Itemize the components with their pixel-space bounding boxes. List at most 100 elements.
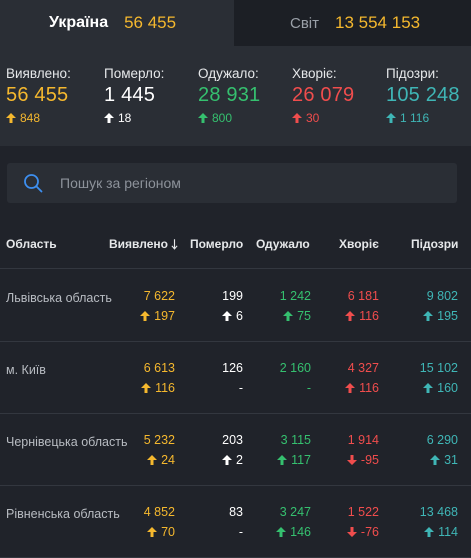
divider — [0, 485, 471, 486]
deaths-delta-value: 6 — [236, 309, 243, 323]
arrow-up-icon — [277, 455, 288, 465]
sick-delta: -76 — [346, 525, 379, 539]
recovered-delta-value: - — [306, 381, 311, 395]
divider — [0, 413, 471, 414]
tab-ukraine[interactable]: Україна 56 455 — [0, 0, 234, 46]
stat-sick-delta-value: 30 — [306, 111, 320, 125]
deaths-delta: - — [239, 525, 243, 539]
arrow-up-icon — [424, 527, 435, 537]
sick-delta-value: 116 — [359, 381, 379, 395]
arrow-up-icon — [283, 311, 294, 321]
table-row[interactable]: Львівська область 7 622 197 199 6 1 242 75 6 18… — [0, 269, 471, 341]
stat-recovered: Одужало: 28 931 800 — [198, 66, 260, 125]
suspected-delta: 195 — [423, 309, 458, 323]
recovered-delta-value: 75 — [297, 309, 311, 323]
recovered-value: 1 242 — [279, 289, 311, 303]
arrow-up-icon — [140, 311, 151, 321]
stat-suspected-delta-value: 1 116 — [400, 111, 430, 125]
header-recovered[interactable]: Одужало — [256, 237, 310, 251]
recovered-delta: 146 — [276, 525, 311, 539]
sick-value: 6 181 — [347, 289, 379, 303]
country-tabs: Україна 56 455 Світ 13 554 153 — [0, 0, 471, 46]
deaths-delta: 2 — [222, 453, 243, 467]
suspected-delta-value: 114 — [438, 525, 458, 539]
region-name: Рівненська область — [6, 507, 120, 521]
deaths-value: 83 — [229, 505, 243, 519]
table-row[interactable]: Чернівецька область 5 232 24 203 2 3 115 117 1 … — [0, 413, 471, 485]
stat-sick-delta: 30 — [292, 111, 354, 125]
header-confirmed[interactable]: Виявлено — [109, 237, 178, 251]
tab-world-count: 13 554 153 — [335, 13, 421, 32]
arrow-up-icon — [292, 113, 302, 123]
divider — [0, 341, 471, 342]
arrow-up-icon — [222, 311, 233, 321]
arrow-up-icon — [276, 527, 287, 537]
suspected-value: 6 290 — [426, 433, 458, 447]
stat-deaths-delta-value: 18 — [118, 111, 132, 125]
search-icon[interactable] — [23, 173, 43, 193]
confirmed-value: 5 232 — [143, 433, 175, 447]
table-row[interactable]: м. Київ 6 613 116 126 - 2 160 - 4 327 116 15 102 1… — [0, 341, 471, 413]
arrow-up-icon — [222, 455, 233, 465]
suspected-delta-value: 31 — [444, 453, 458, 467]
stat-suspected-delta: 1 116 — [386, 111, 460, 125]
header-sick[interactable]: Хворіє — [339, 237, 379, 251]
sick-delta-value: 116 — [359, 309, 379, 323]
stat-sick-label: Хворіє: — [292, 66, 337, 81]
deaths-delta: 6 — [222, 309, 243, 323]
arrow-up-icon — [430, 455, 441, 465]
header-region[interactable]: Область — [6, 237, 57, 251]
stat-sick-value: 26 079 — [292, 84, 355, 106]
tab-ukraine-count: 56 455 — [124, 13, 177, 32]
stat-sick: Хворіє: 26 079 30 — [292, 66, 354, 125]
stat-recovered-value: 28 931 — [198, 84, 261, 106]
recovered-delta-value: 146 — [290, 525, 311, 539]
stat-suspected-value: 105 248 — [386, 84, 460, 106]
stat-suspected-label: Підозри: — [386, 66, 439, 81]
deaths-delta-value: - — [238, 525, 243, 539]
arrow-up-icon — [147, 527, 158, 537]
region-name: Чернівецька область — [6, 435, 128, 449]
deaths-delta-value: - — [238, 381, 243, 395]
recovered-delta: 75 — [283, 309, 311, 323]
arrow-down-icon — [171, 238, 178, 250]
tab-world[interactable]: Світ 13 554 153 — [234, 0, 471, 46]
stat-deaths: Померло: 1 445 18 — [104, 66, 164, 125]
confirmed-delta: 197 — [140, 309, 175, 323]
arrow-up-icon — [345, 311, 356, 321]
deaths-value: 203 — [222, 433, 243, 447]
suspected-value: 13 468 — [419, 505, 458, 519]
confirmed-delta-value: 24 — [161, 453, 175, 467]
search-input[interactable] — [58, 174, 422, 192]
arrow-up-icon — [386, 113, 396, 123]
sick-delta-value: -76 — [360, 525, 379, 539]
divider — [0, 268, 471, 269]
summary-panel: Виявлено: 56 455 848 Померло: 1 445 18 О… — [0, 46, 471, 146]
confirmed-delta: 24 — [147, 453, 175, 467]
suspected-delta-value: 160 — [437, 381, 458, 395]
arrow-up-icon — [345, 383, 356, 393]
confirmed-value: 4 852 — [143, 505, 175, 519]
deaths-delta-value: 2 — [236, 453, 243, 467]
stat-deaths-value: 1 445 — [104, 84, 156, 106]
stat-recovered-delta: 800 — [198, 111, 260, 125]
confirmed-delta-value: 70 — [161, 525, 175, 539]
header-deaths[interactable]: Померло — [190, 237, 244, 251]
table-row[interactable]: Рівненська область 4 852 70 83 - 3 247 146 1 52… — [0, 485, 471, 557]
tab-ukraine-label: Україна — [49, 14, 109, 31]
suspected-delta: 31 — [430, 453, 458, 467]
deaths-value: 126 — [222, 361, 243, 375]
region-name: Львівська область — [6, 291, 112, 305]
recovered-value: 3 115 — [280, 433, 311, 447]
region-name: м. Київ — [6, 363, 46, 377]
sick-value: 4 327 — [347, 361, 379, 375]
stat-confirmed-delta: 848 — [6, 111, 71, 125]
arrow-up-icon — [104, 113, 114, 123]
suspected-delta-value: 195 — [437, 309, 458, 323]
stat-confirmed: Виявлено: 56 455 848 — [6, 66, 71, 125]
header-suspected[interactable]: Підозри — [411, 237, 459, 251]
deaths-delta: - — [239, 381, 243, 395]
confirmed-delta-value: 116 — [155, 381, 175, 395]
tab-world-label: Світ — [290, 14, 320, 32]
sick-delta: 116 — [345, 309, 379, 323]
